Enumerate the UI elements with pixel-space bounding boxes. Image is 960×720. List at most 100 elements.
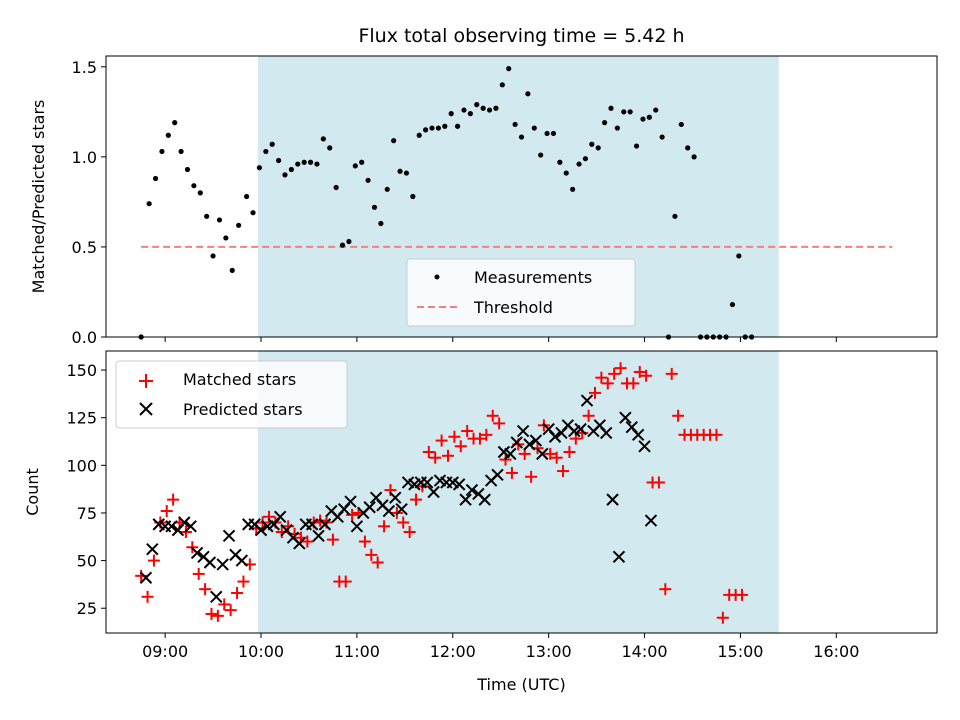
chart-title: Flux total observing time = 5.42 h (358, 25, 684, 47)
y-tick-label: 0.0 (72, 328, 97, 347)
data-point (459, 493, 472, 506)
data-point (204, 213, 210, 219)
data-point (550, 451, 563, 464)
data-point (203, 556, 217, 569)
data-point (339, 575, 352, 588)
data-point (486, 409, 499, 422)
series-measurements (138, 66, 755, 340)
data-point (523, 438, 536, 451)
data-point (178, 148, 184, 155)
data-point (256, 165, 263, 171)
data-point (210, 590, 223, 604)
data-point (665, 367, 678, 380)
data-point (563, 170, 569, 176)
data-point (736, 588, 749, 601)
data-point (614, 362, 627, 375)
data-point (397, 516, 410, 529)
data-point (216, 217, 223, 223)
data-point (184, 520, 197, 533)
data-point (282, 172, 288, 178)
data-point (480, 428, 493, 441)
data-point (146, 201, 152, 207)
data-point (147, 554, 160, 567)
data-point (538, 152, 544, 158)
data-point (350, 520, 364, 533)
data-point (378, 520, 391, 533)
data-point (516, 424, 530, 438)
x-tick-label: 13:00 (526, 642, 572, 661)
data-point (403, 526, 416, 539)
data-point (506, 66, 512, 72)
y-tick-label: 75 (77, 504, 97, 523)
data-point (429, 451, 442, 464)
y-tick-label: 125 (66, 409, 97, 428)
data-point (165, 520, 178, 533)
data-point (293, 537, 306, 550)
data-point (211, 609, 224, 622)
data-point (595, 145, 601, 151)
data-point (435, 434, 448, 447)
data-point (160, 505, 173, 518)
data-point (371, 204, 378, 210)
data-point (141, 590, 154, 603)
data-point (548, 430, 562, 443)
data-point (518, 134, 525, 140)
data-point (301, 159, 307, 165)
data-point (531, 125, 537, 131)
data-point (326, 533, 339, 546)
data-point (505, 466, 518, 479)
y-tick-label: 1.5 (72, 58, 97, 77)
data-point (589, 386, 602, 399)
data-point (473, 432, 486, 445)
data-point (224, 604, 237, 617)
data-point (344, 495, 357, 508)
data-point (621, 109, 627, 115)
data-point (236, 222, 242, 228)
data-point (685, 145, 691, 151)
data-point (529, 434, 543, 447)
data-point (510, 436, 523, 449)
x-tick-label: 12:00 (430, 642, 476, 661)
data-point (165, 132, 171, 138)
data-point (318, 518, 332, 531)
data-point (580, 394, 594, 407)
data-point (614, 125, 620, 131)
data-point (633, 365, 646, 378)
data-point (557, 159, 563, 165)
y-tick-label: 0.5 (72, 238, 97, 257)
data-point (582, 156, 589, 162)
data-point (339, 242, 346, 248)
data-point (602, 120, 608, 126)
y-tick-label: 1.0 (72, 148, 97, 167)
data-point (582, 409, 595, 422)
data-point (550, 130, 557, 137)
data-point (570, 186, 576, 192)
x-axis-label: Time (UTC) (476, 675, 565, 694)
data-point (273, 510, 287, 523)
data-point (599, 426, 613, 440)
data-point (288, 166, 294, 173)
data-point (346, 508, 359, 521)
data-point (346, 238, 352, 245)
data-point (301, 535, 314, 548)
data-point (448, 111, 454, 117)
data-point (237, 575, 250, 588)
data-point (448, 430, 461, 443)
data-point (465, 483, 479, 497)
data-point (397, 168, 403, 174)
data-point (314, 161, 320, 167)
legend-marker-predicted (139, 402, 153, 416)
data-point (190, 546, 204, 560)
data-point (486, 107, 493, 113)
data-point (467, 111, 473, 117)
data-point (612, 550, 626, 563)
legend-marker-matched (139, 374, 153, 388)
data-point (223, 235, 229, 241)
data-point (205, 607, 218, 620)
data-point (231, 586, 244, 599)
legend-box (406, 258, 636, 327)
data-point (384, 186, 390, 192)
data-point (461, 107, 467, 113)
star-count-panel: 09:00 10:00 11:00 12:00 13:00 14:00 15:00 16:00… (23, 350, 938, 694)
data-point (199, 583, 212, 596)
